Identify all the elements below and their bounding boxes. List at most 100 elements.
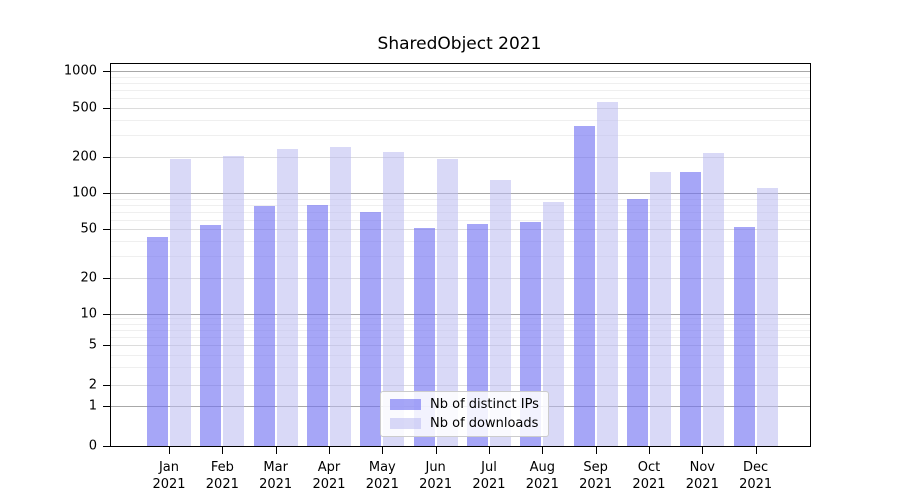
bar-nb-of-distinct-ips-feb (200, 225, 222, 446)
y-tick-mark (103, 313, 111, 315)
y-tick-label: 2 (88, 377, 97, 393)
bar-nb-of-downloads-nov (703, 152, 725, 446)
legend-swatch-downloads (390, 418, 421, 429)
x-tick-mark (648, 447, 650, 454)
y-tick-label: 10 (80, 306, 97, 322)
minor-gridline (111, 367, 810, 369)
bar-nb-of-downloads-feb (223, 156, 245, 446)
x-tick-label: Dec 2021 (739, 460, 773, 492)
minor-gridline (111, 135, 810, 137)
minor-gridline (111, 211, 810, 213)
bar-nb-of-distinct-ips-sep (573, 126, 595, 446)
legend-item-distinct-ips: Nb of distinct IPs (390, 397, 539, 412)
bar-nb-of-distinct-ips-jul (466, 224, 488, 446)
x-tick-mark (222, 447, 224, 454)
minor-gridline (111, 323, 810, 325)
bar-nb-of-downloads-jul (489, 180, 511, 446)
bar-nb-of-downloads-apr (329, 146, 351, 446)
y-tick-label: 100 (72, 185, 97, 201)
x-tick-mark (542, 447, 544, 454)
x-tick-label: Mar 2021 (259, 460, 293, 492)
minor-gridline (111, 76, 810, 78)
x-tick-mark (488, 447, 490, 454)
x-tick-mark (435, 447, 437, 454)
x-tick-mark (595, 447, 597, 454)
x-tick-mark (169, 447, 170, 454)
minor-gridline (111, 256, 810, 258)
x-tick-mark (755, 447, 757, 454)
x-tick-label: Jun 2021 (419, 460, 453, 492)
bar-nb-of-distinct-ips-mar (253, 206, 275, 446)
y-tick-mark (103, 385, 111, 386)
minor-gridline (111, 329, 810, 331)
y-tick-mark (103, 156, 111, 158)
chart-title: SharedObject 2021 (377, 34, 542, 54)
y-tick-label: 0 (88, 438, 97, 454)
major-gridline (111, 193, 810, 194)
y-tick-label: 5 (88, 337, 97, 353)
bar-nb-of-distinct-ips-apr (306, 204, 328, 446)
x-tick-label: Sep 2021 (579, 460, 613, 492)
minor-gridline (111, 204, 810, 206)
major-gridline (111, 156, 810, 158)
bar-nb-of-downloads-sep (596, 102, 618, 446)
minor-gridline (111, 82, 810, 84)
minor-gridline (111, 241, 810, 243)
x-tick-mark (702, 447, 704, 454)
plot-area: 1000 500 200 100 50 20 10 5 2 1 0 Jan 2021 Feb 2021 Mar… (64, 63, 811, 492)
major-gridline (111, 107, 810, 109)
y-tick-mark (103, 71, 111, 72)
minor-gridline (111, 318, 810, 320)
bar-nb-of-distinct-ips-dec (733, 227, 755, 446)
x-tick-label: Jul 2021 (472, 460, 506, 492)
legend: Nb of distinct IPs Nb of downloads (380, 391, 549, 437)
legend-item-downloads: Nb of downloads (390, 416, 539, 431)
bar-nb-of-downloads-mar (276, 148, 298, 446)
minor-gridline (111, 98, 810, 100)
y-tick-mark (103, 193, 111, 194)
bar-nb-of-downloads-may (383, 151, 405, 446)
bar-nb-of-distinct-ips-may (360, 211, 382, 446)
minor-gridline (111, 336, 810, 338)
bar-nb-of-downloads-aug (543, 201, 565, 446)
y-tick-label: 1000 (63, 63, 97, 79)
bar-nb-of-distinct-ips-nov (680, 172, 702, 446)
bar-nb-of-downloads-oct (649, 171, 671, 446)
x-tick-mark (382, 447, 384, 454)
minor-gridline (111, 198, 810, 200)
major-gridline (111, 313, 810, 315)
major-gridline (111, 385, 810, 386)
bar-nb-of-downloads-jun (436, 158, 458, 446)
x-tick-mark (328, 447, 330, 454)
x-tick-label: Jan 2021 (152, 460, 186, 492)
legend-swatch-distinct-ips (390, 399, 421, 410)
y-tick-mark (103, 345, 111, 346)
bar-nb-of-downloads-dec (756, 188, 778, 446)
y-tick-mark (103, 446, 111, 447)
major-gridline (111, 71, 810, 72)
y-tick-label: 200 (72, 149, 97, 165)
bar-nb-of-distinct-ips-jan (147, 237, 168, 446)
legend-label-distinct-ips: Nb of distinct IPs (430, 397, 539, 412)
y-tick-label: 50 (80, 221, 97, 237)
major-gridline (111, 345, 810, 346)
major-gridline (111, 278, 810, 279)
legend-label-downloads: Nb of downloads (430, 416, 539, 431)
minor-gridline (111, 219, 810, 221)
minor-gridline (111, 354, 810, 356)
major-gridline (111, 229, 810, 231)
minor-gridline (111, 119, 810, 121)
y-tick-label: 20 (80, 270, 97, 286)
x-tick-label: Apr 2021 (312, 460, 346, 492)
bar-nb-of-distinct-ips-oct (626, 198, 648, 446)
y-tick-mark (103, 406, 111, 407)
y-tick-mark (103, 278, 111, 279)
x-tick-label: Aug 2021 (525, 460, 559, 492)
y-tick-label: 1 (88, 398, 97, 414)
x-tick-label: May 2021 (365, 460, 399, 492)
y-tick-label: 500 (72, 100, 97, 116)
bar-nb-of-distinct-ips-aug (520, 222, 542, 446)
y-tick-mark (103, 229, 111, 231)
minor-gridline (111, 89, 810, 91)
